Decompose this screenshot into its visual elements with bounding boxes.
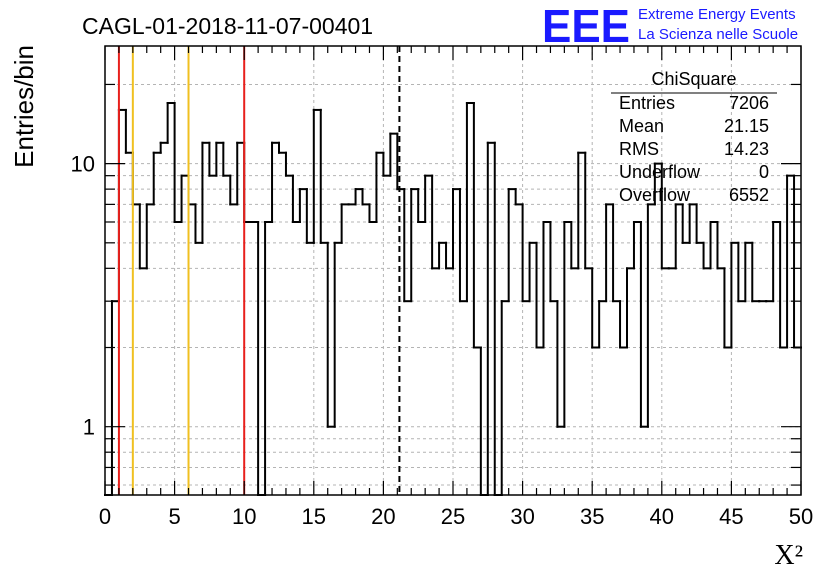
x-tick-label: 35 xyxy=(580,504,604,529)
axis-ticks xyxy=(104,46,802,495)
stats-value: 7206 xyxy=(729,93,769,113)
x-tick-labels: 0 5 10 15 20 25 30 35 40 45 50 xyxy=(99,504,813,529)
stats-title: ChiSquare xyxy=(651,69,736,89)
x-tick-label: 0 xyxy=(99,504,111,529)
stats-label: Overflow xyxy=(619,185,691,205)
logo-line-1: Extreme Energy Events xyxy=(638,6,796,23)
chart-title: CAGL-01-2018-11-07-00401 xyxy=(82,13,373,39)
x-axis-label: X² xyxy=(774,540,803,571)
y-tick-labels: 1 10 xyxy=(71,152,95,440)
x-tick-label: 15 xyxy=(302,504,326,529)
stats-label: Mean xyxy=(619,116,664,136)
stats-rows: Entries 7206 Mean 21.15 RMS 14.23 Underflow 0 Ov… xyxy=(619,93,769,205)
y-tick-label: 10 xyxy=(71,152,95,177)
eee-logo: EEE Extreme Energy Events La Scienza nel… xyxy=(542,0,798,52)
stats-value: 6552 xyxy=(729,185,769,205)
stats-value: 21.15 xyxy=(724,116,769,136)
stats-value: 0 xyxy=(759,162,769,182)
grid xyxy=(105,46,801,495)
stats-label: Entries xyxy=(619,93,675,113)
logo-line-2: La Scienza nelle Scuole xyxy=(638,26,798,43)
x-tick-label: 40 xyxy=(650,504,674,529)
stats-value: 14.23 xyxy=(724,139,769,159)
y-axis-label: Entries/bin xyxy=(9,45,39,168)
logo-eee: EEE xyxy=(542,0,630,52)
x-tick-label: 50 xyxy=(789,504,813,529)
stats-label: Underflow xyxy=(619,162,701,182)
stats-box: ChiSquare Entries 7206 Mean 21.15 RMS 14.23 Un… xyxy=(611,69,777,205)
x-tick-label: 30 xyxy=(510,504,534,529)
x-tick-label: 45 xyxy=(719,504,743,529)
reference-lines xyxy=(117,46,401,495)
x-tick-label: 5 xyxy=(168,504,180,529)
x-tick-label: 10 xyxy=(232,504,256,529)
y-tick-label: 1 xyxy=(83,415,95,440)
x-tick-label: 25 xyxy=(441,504,465,529)
stats-label: RMS xyxy=(619,139,659,159)
x-tick-label: 20 xyxy=(371,504,395,529)
